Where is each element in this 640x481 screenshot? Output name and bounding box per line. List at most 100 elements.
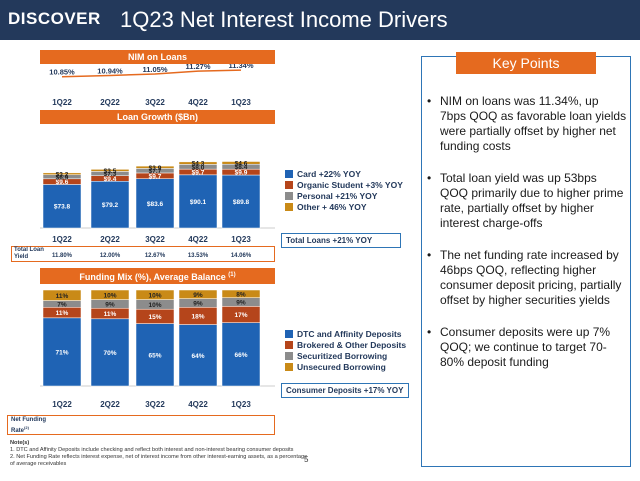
legend-student: Organic Student +3% YOY: [285, 180, 403, 190]
bar-label-brokered: 18%: [191, 313, 204, 320]
bar-label-card: $73.8: [54, 204, 71, 211]
legend-card-swatch: [285, 170, 293, 178]
consumer-deposits-callout-text: Consumer Deposits +17% YOY: [286, 386, 404, 395]
bar-segment-card: [42, 184, 82, 229]
nim-data-label: 10.85%: [49, 68, 75, 77]
consumer-deposits-callout: [281, 383, 409, 398]
total-loan-yield-box: [11, 246, 275, 262]
key-point-item: Consumer deposits were up 7% QOQ; we con…: [427, 325, 627, 370]
legend-securitized-label: Securitized Borrowing: [297, 351, 388, 361]
legend-securitized: Securitized Borrowing: [285, 351, 387, 361]
loan-growth-bar-chart: $73.8 $9.6$6.9$3.2 1Q22 11.80% $79.2 $9.4$7.3…: [40, 160, 275, 259]
bar-label-unsecured: 9%: [193, 292, 203, 299]
bar-segment-dtc: [135, 323, 175, 387]
bar-segment-other: [42, 172, 82, 175]
key-point-item: NIM on loans was 11.34%, up 7bps QOQ as …: [427, 94, 627, 154]
bar-label-dtc: 71%: [55, 349, 68, 356]
x-tick-label: 2Q22: [100, 400, 120, 409]
legend-dtc: DTC and Affinity Deposits: [285, 329, 402, 339]
bar-label-dtc: 66%: [234, 352, 247, 359]
footnote-item: 2. Net Funding Rate reflects interest ex…: [10, 454, 308, 467]
x-tick-label: 1Q22: [52, 235, 72, 244]
nim-data-label: 11.05%: [142, 65, 167, 74]
legend-other-swatch: [285, 203, 293, 211]
legend-personal: Personal +21% YOY: [285, 191, 377, 201]
legend-student-swatch: [285, 181, 293, 189]
bar-segment-dtc: [42, 317, 82, 387]
bar-segment-dtc: [178, 324, 218, 387]
bar-label-securitized: 9%: [236, 300, 246, 307]
footer-value: 14.06%: [231, 253, 252, 259]
logo-text: DISCOVER: [8, 9, 101, 28]
legend-unsecured: Unsecured Borrowing: [285, 362, 386, 372]
bar-label-brokered: 15%: [148, 314, 161, 321]
bar-label-student: $9.6: [56, 179, 69, 186]
bar-label-student: $9.9: [235, 170, 248, 177]
bar-segment-other: [135, 165, 175, 169]
bar-label-student: $9.7: [192, 169, 205, 176]
legend-unsecured-label: Unsecured Borrowing: [297, 362, 386, 372]
nim-line: [61, 69, 242, 78]
legend-other-label: Other + 46% YOY: [297, 202, 367, 212]
legend-brokered-swatch: [285, 341, 293, 349]
header-bar: DISCOVER 1Q23 Net Interest Income Driver…: [0, 0, 640, 40]
legend-unsecured-swatch: [285, 363, 293, 371]
bar-segment-card: [90, 181, 130, 229]
key-points-title: Key Points: [456, 52, 596, 74]
footnote-item: 1. DTC and Affinity Deposits include che…: [10, 447, 294, 453]
nim-x-tick-label: 3Q22: [145, 98, 165, 107]
page-number: 5: [304, 455, 309, 464]
key-points-list: NIM on loans was 11.34%, up 7bps QOQ as …: [427, 94, 627, 387]
total-loan-yield-label: Total Loan Yield: [14, 247, 44, 260]
bar-label-personal: $8.4: [235, 164, 248, 171]
total-loans-callout-text: Total Loans +21% YOY: [286, 236, 373, 245]
x-tick-label: 1Q23: [231, 235, 251, 244]
key-point-item: The net funding rate increased by 46bps …: [427, 248, 627, 308]
bar-label-student: $9.7: [149, 173, 162, 180]
footer-value: 12.67%: [145, 253, 166, 259]
bar-label-personal: $7.3: [104, 171, 117, 178]
nim-data-label: 11.34%: [228, 64, 253, 70]
net-funding-rate-sup: (2): [24, 425, 29, 430]
bar-label-personal: $7.7: [149, 168, 162, 175]
legend-personal-swatch: [285, 192, 293, 200]
bar-segment-other: [90, 169, 130, 172]
bar-segment-other: [221, 161, 261, 165]
bar-segment-card: [135, 178, 175, 229]
bar-label-dtc: 65%: [148, 352, 161, 359]
footnotes: Note(s) 1. DTC and Affinity Deposits inc…: [10, 440, 310, 468]
loan-growth-chart-title: Loan Growth ($Bn): [40, 110, 275, 124]
discover-logo: DISCOVER: [8, 9, 101, 29]
legend-dtc-swatch: [285, 330, 293, 338]
bar-segment-unsecured: [135, 289, 175, 300]
nim-x-tick-label: 1Q22: [52, 98, 72, 107]
bar-segment-unsecured: [221, 289, 261, 298]
bar-label-brokered: 11%: [104, 311, 117, 318]
bar-label-personal: $8.0: [192, 164, 205, 171]
bar-label-other: $3.5: [104, 168, 117, 175]
x-tick-label: 3Q22: [145, 235, 165, 244]
nim-line-chart: 10.85% 10.94% 11.05% 11.27% 11.34% 1Q22 2Q22 3Q…: [49, 64, 254, 107]
bar-segment-card: [178, 174, 218, 229]
bar-segment-unsecured: [90, 289, 130, 300]
bar-segment-unsecured: [42, 289, 82, 301]
bar-label-securitized: 9%: [105, 301, 115, 308]
nim-chart-title: NIM on Loans: [40, 50, 275, 64]
bar-label-securitized: 10%: [148, 302, 161, 309]
x-tick-label: 1Q22: [52, 400, 72, 409]
nim-x-tick-label: 4Q22: [188, 98, 208, 107]
funding-mix-chart-title: Funding Mix (%), Average Balance (1): [40, 268, 275, 284]
bar-label-unsecured: 10%: [148, 292, 161, 299]
bar-label-unsecured: 11%: [56, 293, 69, 300]
bar-label-dtc: 64%: [191, 353, 204, 360]
funding-mix-bar-chart: 71%11%7%11%1Q220.95%70%11%9%10%2Q221.06%…: [40, 289, 275, 409]
footer-value: 11.80%: [52, 253, 73, 259]
x-tick-label: 4Q22: [188, 400, 208, 409]
bar-label-other: $3.9: [149, 165, 162, 172]
net-funding-rate-label: Net Funding Rate(2): [11, 417, 55, 435]
bar-label-brokered: 17%: [234, 312, 247, 319]
page-title: 1Q23 Net Interest Income Drivers: [120, 7, 448, 32]
bar-label-card: $89.8: [233, 199, 250, 206]
footer-value: 13.53%: [188, 253, 209, 259]
legend-card: Card +22% YOY: [285, 169, 361, 179]
